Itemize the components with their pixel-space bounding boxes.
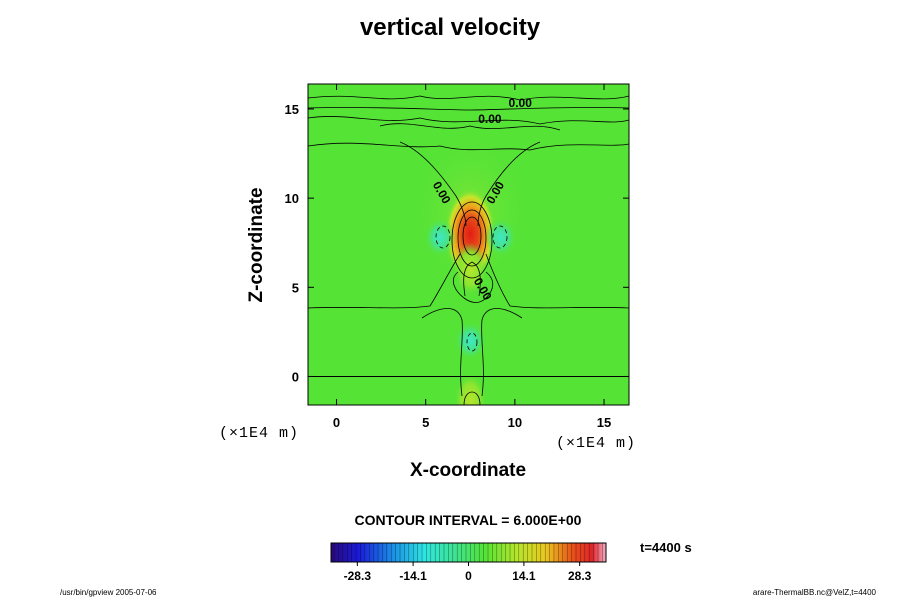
footer-command: /usr/bin/gpview 2005-07-06: [60, 588, 157, 597]
colorbar-fill: [331, 543, 606, 562]
contour-line: [452, 271, 494, 303]
contour-line: [379, 123, 561, 131]
field-feature-downdraft: [423, 217, 457, 257]
colorbar-tick-label: 0: [465, 569, 472, 583]
contour-line: [399, 141, 467, 227]
colorbar-stripes: [333, 543, 603, 562]
contour-downdraft-right: [492, 225, 508, 249]
field-feature-downdraft: [484, 217, 517, 257]
contour-downdraft-left: [435, 225, 451, 249]
chart-title: vertical velocity: [359, 14, 541, 41]
contour-downdraft-lower: [466, 332, 478, 352]
footer-source: arare-ThermalBB.nc@VelZ,t=4400: [752, 588, 876, 597]
contour-line: [485, 253, 629, 309]
contour-line: [308, 95, 629, 101]
y-axis-unit: (×1E4 m): [219, 425, 300, 442]
contour-lines: [308, 95, 629, 405]
plot-frame: [307, 83, 630, 406]
contour-line: [481, 308, 523, 397]
colorbar: -28.3 -14.1 0 14.1 28.3: [330, 542, 607, 583]
x-tick-label: 5: [422, 415, 429, 430]
contour-label: 0.00: [478, 112, 502, 126]
time-label: t=4400 s: [640, 540, 692, 555]
x-tick-label: 15: [597, 415, 611, 430]
colorbar-tick-label: -28.3: [344, 569, 372, 583]
colorbar-tick-label: 14.1: [512, 569, 536, 583]
x-tick-label: 0: [333, 415, 340, 430]
y-ticks: 0 5 10 15: [285, 102, 629, 384]
contour-updraft-inner: [462, 216, 482, 256]
y-tick-label: 0: [292, 369, 299, 384]
contour-updraft-outer: [451, 201, 493, 279]
contour-label: 0.00: [509, 96, 533, 110]
velocity-field: [308, 84, 629, 405]
contour-line: [308, 116, 629, 125]
contour-line: [463, 261, 481, 297]
field-feature-updraft: [454, 372, 487, 405]
colorbar-ticks: -28.3 -14.1 0 14.1 28.3: [344, 562, 592, 583]
contour-line: [308, 142, 629, 151]
field-feature-updraft: [454, 242, 487, 297]
colorbar-tick-label: 28.3: [568, 569, 592, 583]
contour-interval-label: CONTOUR INTERVAL = 6.000E+00: [354, 512, 582, 528]
contour-line: [421, 308, 463, 397]
y-tick-label: 10: [285, 191, 299, 206]
x-ticks: 0 5 10 15: [333, 84, 611, 430]
contour-line: [308, 253, 461, 309]
contour-line: [308, 107, 629, 111]
y-tick-label: 5: [292, 280, 299, 295]
y-axis-title: Z-coordinate: [246, 187, 267, 303]
contour-updraft-mid: [457, 209, 487, 267]
x-tick-label: 10: [508, 415, 522, 430]
colorbar-tick-label: -14.1: [399, 569, 427, 583]
y-tick-label: 15: [285, 102, 299, 117]
contour-line: [477, 141, 541, 227]
x-axis-unit: (×1E4 m): [556, 435, 637, 452]
x-axis-title: X-coordinate: [409, 460, 527, 481]
contour-line: [463, 391, 481, 405]
